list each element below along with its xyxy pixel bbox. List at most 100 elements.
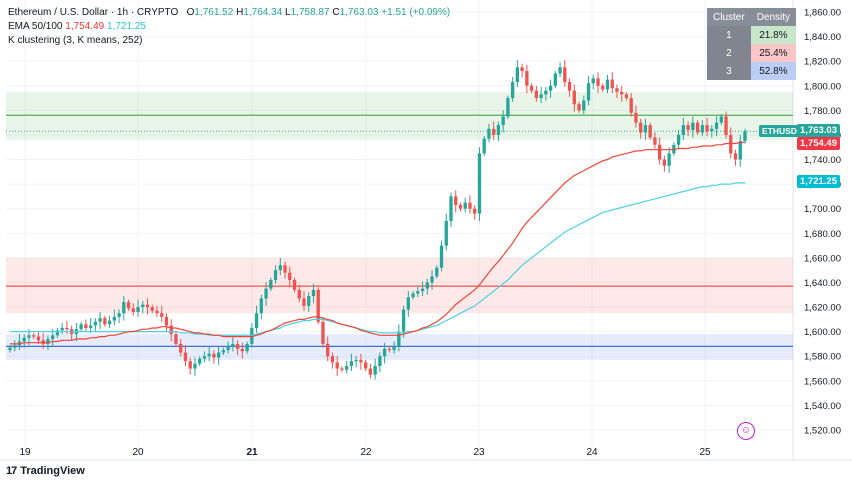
candle [207,346,211,362]
candle-body [169,325,173,335]
candle-body [207,353,211,357]
candle [326,336,330,362]
candle [515,59,520,87]
candle-body [316,289,320,322]
candle-body [710,128,714,132]
candle-body [620,91,624,95]
candle-body [387,348,392,351]
ema100-price-tag: 1,721.25 [797,175,840,188]
y-tick-label: 1,860.00 [804,8,841,19]
candle-body [221,350,226,353]
candle-body [245,343,249,352]
candle-body [278,265,282,271]
candle-body [691,122,695,131]
candle-body [136,307,140,312]
candle [615,84,619,99]
tradingview-logo[interactable]: 17 TradingView [6,465,85,477]
candle-body [41,340,45,344]
candle-body [487,128,491,139]
candle [273,265,278,284]
candle-body [738,141,742,160]
candle [667,147,671,174]
candle-body [496,125,501,135]
candle-body [240,348,245,352]
ema50-price-tag: 1,754.49 [797,137,840,150]
candle [653,132,657,149]
candle [150,304,154,314]
candle-body [103,318,107,325]
candle-body [250,327,254,344]
candle-body [444,221,448,246]
candle-body [174,334,178,344]
candle [349,353,354,371]
candle-body [634,112,638,123]
candle [558,62,562,78]
candle [738,134,742,167]
candle-body [88,325,93,328]
candle [216,346,221,365]
legend-l-label: L [285,7,291,18]
legend-change: +1.51 (+0.09%) [381,7,451,18]
candle-body [354,359,358,362]
candle-body [36,336,41,341]
candle [292,277,297,293]
candle-body [425,282,429,289]
candle [416,286,420,298]
candle [430,270,434,290]
legend-clustering[interactable]: K clustering (3, K means, 252) [8,34,450,48]
candle-body [719,116,723,123]
candle [691,116,695,138]
candle-body [506,98,510,117]
candle [32,332,36,340]
legend-ema[interactable]: EMA 50/100 1,754.49 1,721.25 [8,20,450,34]
candle [425,278,429,295]
candle-body [729,134,733,154]
legend-ema-label: EMA 50/100 [8,21,63,32]
candle-body [84,324,88,328]
candle-body [155,310,159,314]
candle [311,283,316,304]
cluster-row: 1 21.8% [707,26,797,44]
smiley-icon[interactable]: ☺ [737,422,755,440]
legend-symbol[interactable]: Ethereum / U.S. Dollar · 1h · CRYPTO [8,7,179,18]
candle [193,357,197,376]
candle-body [8,347,12,351]
candle-body [544,90,548,95]
candle-body [724,116,728,135]
candle [392,341,396,354]
candle [354,356,358,368]
candle [700,120,704,137]
candle-body [359,359,363,363]
y-tick-label: 1,700.00 [804,204,841,215]
candle-body [439,245,444,268]
candle [122,295,126,321]
candle [160,305,164,322]
cluster-row: 3 52.8% [707,62,797,80]
candle-body [686,125,690,131]
candle-body [259,298,263,314]
candle-body [529,85,534,91]
candle [577,101,581,113]
candle-body [567,82,572,91]
candle [591,74,595,90]
legend-clustering-label: K clustering (3, K means, 252) [8,35,143,46]
candle [501,110,505,133]
candle [648,122,652,140]
candle [179,339,183,357]
candle [136,299,140,317]
candle [221,347,226,356]
x-tick-label: 20 [132,447,144,458]
candle-body [435,267,439,277]
candle [449,192,453,228]
candle [235,340,240,356]
candle-body [131,308,135,312]
candle [529,83,534,94]
candle-body [515,67,520,83]
y-tick-label: 1,580.00 [804,352,841,363]
candle [169,319,173,342]
candle [496,121,501,142]
candle-body [283,265,287,273]
cluster-density: 21.8% [750,26,797,44]
candle [553,71,557,89]
candle-body [406,297,410,310]
